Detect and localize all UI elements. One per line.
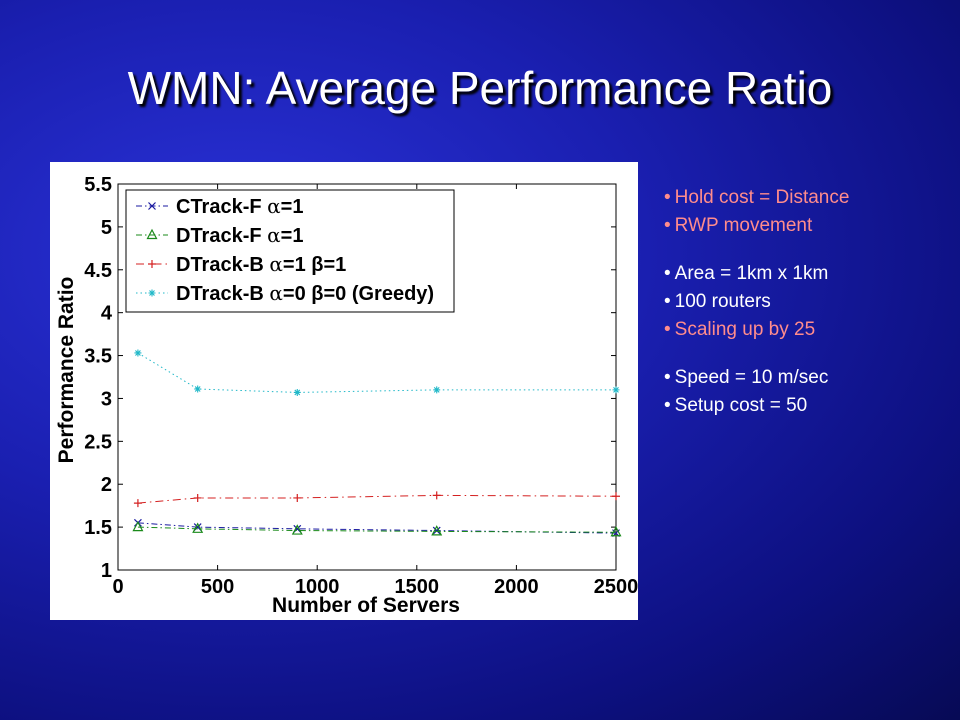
data-point: [433, 386, 441, 394]
legend-label-suffix: =1 β=1: [283, 254, 346, 276]
bullet-text: Setup cost = 50: [674, 395, 808, 416]
legend-label-greek: α: [267, 194, 281, 218]
legend-swatch-marker: [148, 202, 156, 210]
data-point: [612, 386, 620, 394]
legend-label-suffix: =1: [281, 225, 304, 247]
legend-box: [125, 189, 455, 313]
data-point: [431, 525, 443, 536]
bullet-list: • Hold cost = Distance • RWP movement • Area …: [664, 184, 954, 420]
legend-label: DTrack-B α=0 β=0 (Greedy): [176, 281, 434, 305]
y-tick-label: 4: [101, 303, 113, 325]
legend-item: CTrack-F α=1: [136, 194, 303, 218]
data-point: [192, 522, 204, 533]
bullet-item: • RWP movement: [664, 212, 954, 240]
legend-item: DTrack-B α=1 β=1: [136, 252, 346, 276]
legend-label-prefix: CTrack-F: [176, 196, 267, 218]
bullet-item: • 100 routers: [664, 288, 954, 316]
legend-label: CTrack-F α=1: [176, 194, 303, 218]
legend-label-greek: α: [269, 281, 283, 305]
legend-label-suffix: =1: [281, 196, 304, 218]
y-tick-label: 5.5: [84, 174, 112, 196]
y-tick-label: 3.5: [84, 346, 112, 368]
chart-panel: 1 1.5 2 2.5 3 3.5 4 4.5 5 5.5 0 500 1000 1500 2000 250…: [50, 162, 638, 620]
series-group: [134, 349, 620, 396]
legend-item: DTrack-B α=0 β=0 (Greedy): [136, 281, 434, 305]
x-axis-ticks: 0 500 1000 1500 2000 2500: [112, 184, 638, 598]
bullet-dot: •: [664, 367, 671, 388]
x-tick-label: 2000: [494, 576, 539, 598]
legend-swatch-marker: [148, 289, 156, 297]
legend-label-suffix: =0 β=0 (Greedy): [283, 283, 434, 305]
data-point: [134, 349, 142, 357]
performance-ratio-chart: 1 1.5 2 2.5 3 3.5 4 4.5 5 5.5 0 500 1000 1500 2000 250…: [55, 174, 638, 617]
bullet-item: • Hold cost = Distance: [664, 184, 954, 212]
bullet-dot: •: [664, 319, 671, 340]
bullet-item: • Setup cost = 50: [664, 392, 954, 420]
data-point: [193, 493, 202, 502]
bullet-dot: •: [664, 215, 671, 236]
bullet-dot: •: [664, 395, 671, 416]
series-group: [132, 520, 622, 537]
bullet-dot: •: [664, 291, 671, 312]
x-tick-label: 2500: [594, 576, 638, 598]
bullet-dot: •: [664, 263, 671, 284]
bullet-dot: •: [664, 187, 671, 208]
legend-label-greek: α: [267, 223, 281, 247]
data-point: [610, 525, 622, 537]
bullet-text: Hold cost = Distance: [674, 187, 850, 208]
y-tick-label: 3: [101, 388, 112, 410]
bullet-item: • Area = 1km x 1km: [664, 260, 954, 288]
data-point: [133, 499, 142, 508]
data-point: [194, 385, 202, 393]
bullet-item: • Scaling up by 25: [664, 316, 954, 344]
data-point: [432, 491, 441, 500]
y-tick-label: 1.5: [84, 517, 112, 539]
y-tick-label: 2.5: [84, 431, 112, 453]
series-line: [137, 494, 617, 504]
slide-title: WMN: Average Performance Ratio: [127, 62, 833, 114]
bullet-text: Area = 1km x 1km: [674, 263, 829, 284]
legend-label: DTrack-B α=1 β=1: [176, 252, 346, 276]
data-point: [612, 492, 620, 501]
series-line: [137, 352, 616, 393]
legend-label-prefix: DTrack-B: [176, 254, 269, 276]
x-tick-label: 1500: [395, 576, 440, 598]
y-tick-label: 2: [101, 474, 112, 496]
y-axis-label: Performance Ratio: [55, 277, 78, 464]
y-tick-label: 4.5: [84, 260, 112, 282]
y-tick-label: 5: [101, 217, 112, 239]
bullet-text: RWP movement: [674, 215, 813, 236]
data-point: [432, 526, 441, 535]
data-point: [132, 520, 144, 532]
data-point: [293, 493, 302, 502]
plot-frame: [117, 183, 617, 571]
x-tick-label: 0: [112, 576, 123, 598]
legend-item: DTrack-F α=1: [136, 223, 303, 247]
x-tick-label: 500: [201, 576, 234, 598]
series-group: [133, 518, 620, 538]
series-layer: [132, 349, 622, 538]
data-point: [291, 524, 303, 535]
legend-swatch-marker: [148, 260, 156, 268]
legend-swatch-marker: [146, 228, 158, 240]
series-group: [133, 491, 620, 508]
legend-label: DTrack-F α=1: [176, 223, 303, 247]
legend-label-prefix: DTrack-B: [176, 283, 269, 305]
plot-border: [117, 183, 617, 571]
data-point: [293, 388, 301, 396]
bullet-text: Speed = 10 m/sec: [674, 367, 829, 388]
bullet-item: • Speed = 10 m/sec: [664, 364, 954, 392]
legend-label-greek: α: [269, 252, 283, 276]
x-axis-label: Number of Servers: [272, 594, 460, 617]
bullet-text: Scaling up by 25: [674, 319, 816, 340]
y-axis-ticks: 1 1.5 2 2.5 3 3.5 4 4.5 5 5.5: [84, 174, 616, 582]
x-tick-label: 1000: [295, 576, 340, 598]
bullet-text: 100 routers: [674, 291, 771, 312]
legend-label-prefix: DTrack-F: [176, 225, 267, 247]
y-tick-label: 1: [101, 560, 112, 582]
